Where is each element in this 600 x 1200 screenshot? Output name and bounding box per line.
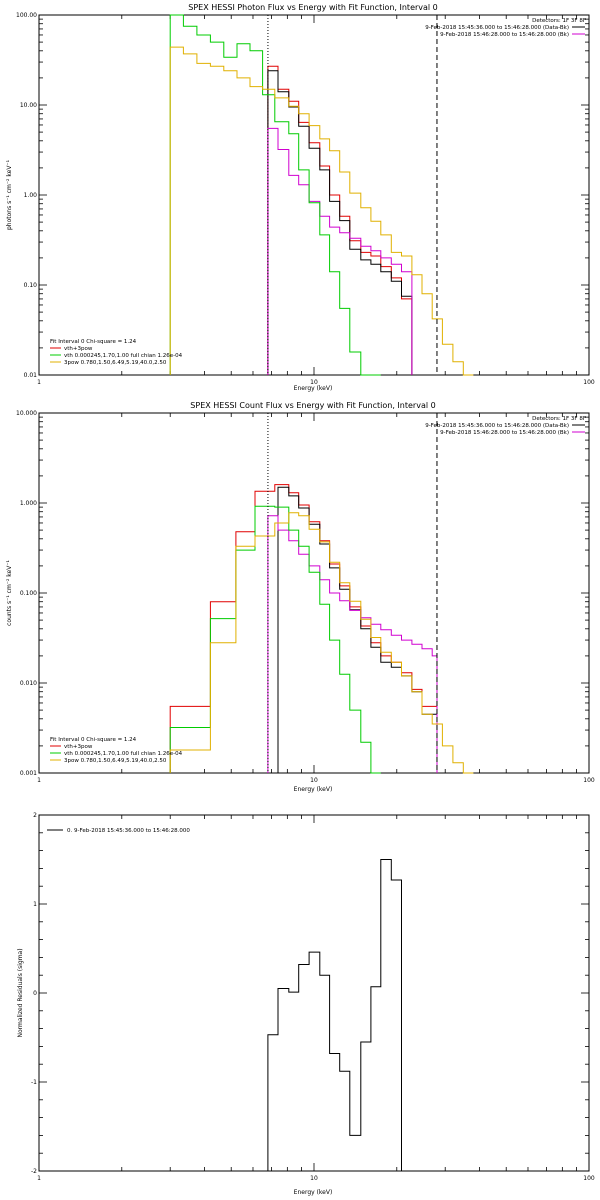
series-line-black [267, 859, 402, 1171]
x-tick-label: 100 [583, 1175, 595, 1182]
legend-entry: 0. 9-Feb-2018 15:45:36.000 to 15:46:28.0… [67, 828, 190, 834]
y-tick-label: 0.01 [24, 372, 38, 379]
y-tick-label: 1 [33, 901, 37, 908]
photon-flux-panel: SPEX HESSI Photon Flux vs Energy with Fi… [6, 3, 595, 392]
legend-entry: vth 0.000245,1.70,1.00 full chian 1.26e-… [64, 751, 183, 757]
x-tick-label: 100 [583, 379, 595, 386]
legend-entry: vth+3pow [64, 744, 93, 750]
panel-title: SPEX HESSI Photon Flux vs Energy with Fi… [188, 3, 438, 12]
y-axis-label: photons s⁻¹ cm⁻² keV⁻¹ [6, 159, 13, 230]
legend-entry: 9-Feb-2018 15:45:36.000 to 15:46:28.000 … [425, 25, 569, 31]
legend-entry: 9-Feb-2018 15:46:28.000 to 15:46:28.000 … [440, 430, 569, 436]
y-tick-label: 0.10 [24, 282, 38, 289]
y-tick-label: -2 [31, 1168, 37, 1175]
x-tick-label: 1 [37, 1175, 41, 1182]
plot-frame [38, 412, 590, 774]
legend-detectors: Detectors: 1F 3F 8F [532, 18, 586, 24]
y-tick-label: 1.00 [24, 192, 38, 199]
y-axis-label: counts s⁻¹ cm⁻² keV⁻¹ [6, 560, 13, 626]
y-tick-label: 0.001 [20, 770, 37, 777]
legend-entry: 3pow 0.780,1.50,6.49,5.19,40.0,2.50 [64, 758, 167, 764]
x-tick-label: 10 [310, 379, 318, 386]
plot-frame [38, 14, 590, 376]
x-tick-label: 1 [37, 777, 41, 784]
x-tick-label: 1 [37, 379, 41, 386]
x-tick-label: 10 [310, 777, 318, 784]
y-tick-label: 0.010 [20, 680, 37, 687]
x-axis-label: Energy (keV) [294, 1189, 333, 1196]
x-tick-label: 10 [310, 1175, 318, 1182]
series-line-magenta [267, 515, 438, 773]
series-line-yellow [169, 46, 474, 376]
legend-fit-header: Fit Interval 0 Chi-square = 1.24 [50, 737, 137, 743]
series-line-black [277, 486, 438, 773]
y-tick-label: 10.000 [16, 410, 37, 417]
count-flux-panel: SPEX HESSI Count Flux vs Energy with Fit… [6, 401, 595, 793]
legend-detectors: Detectors: 1F 3F 8F [532, 416, 586, 422]
y-tick-label: 100.00 [16, 12, 37, 19]
panel-title: SPEX HESSI Count Flux vs Energy with Fit… [190, 401, 435, 410]
x-axis-label: Energy (keV) [294, 385, 333, 392]
plot-frame [38, 814, 590, 1172]
series-line-green [169, 14, 381, 376]
series-line-magenta [267, 127, 413, 375]
y-tick-label: 1.000 [20, 500, 37, 507]
y-tick-label: 0.100 [20, 590, 37, 597]
x-tick-label: 100 [583, 777, 595, 784]
legend-fit-header: Fit Interval 0 Chi-square = 1.24 [50, 339, 137, 345]
residuals-panel: Energy (keV) Normalized Residuals (sigma… [17, 812, 595, 1196]
x-axis-label: Energy (keV) [294, 786, 333, 793]
legend-entry: vth+3pow [64, 346, 93, 352]
legend-entry: 3pow 0.780,1.50,6.49,5.19,40.0,2.50 [64, 360, 167, 366]
y-tick-label: 2 [33, 812, 37, 819]
y-axis-label: Normalized Residuals (sigma) [17, 948, 24, 1037]
y-tick-label: -1 [31, 1079, 37, 1086]
y-tick-label: 0 [33, 990, 37, 997]
legend-entry: 9-Feb-2018 15:46:28.000 to 15:46:28.000 … [440, 32, 569, 38]
series-line-green [169, 505, 381, 774]
y-tick-label: 10.00 [20, 102, 37, 109]
legend-entry: vth 0.000245,1.70,1.00 full chian 1.26e-… [64, 353, 183, 359]
legend-entry: 9-Feb-2018 15:45:36.000 to 15:46:28.000 … [425, 423, 569, 429]
series-line-red [169, 484, 438, 773]
series-line-black [267, 70, 413, 375]
series-line-yellow [169, 512, 474, 774]
